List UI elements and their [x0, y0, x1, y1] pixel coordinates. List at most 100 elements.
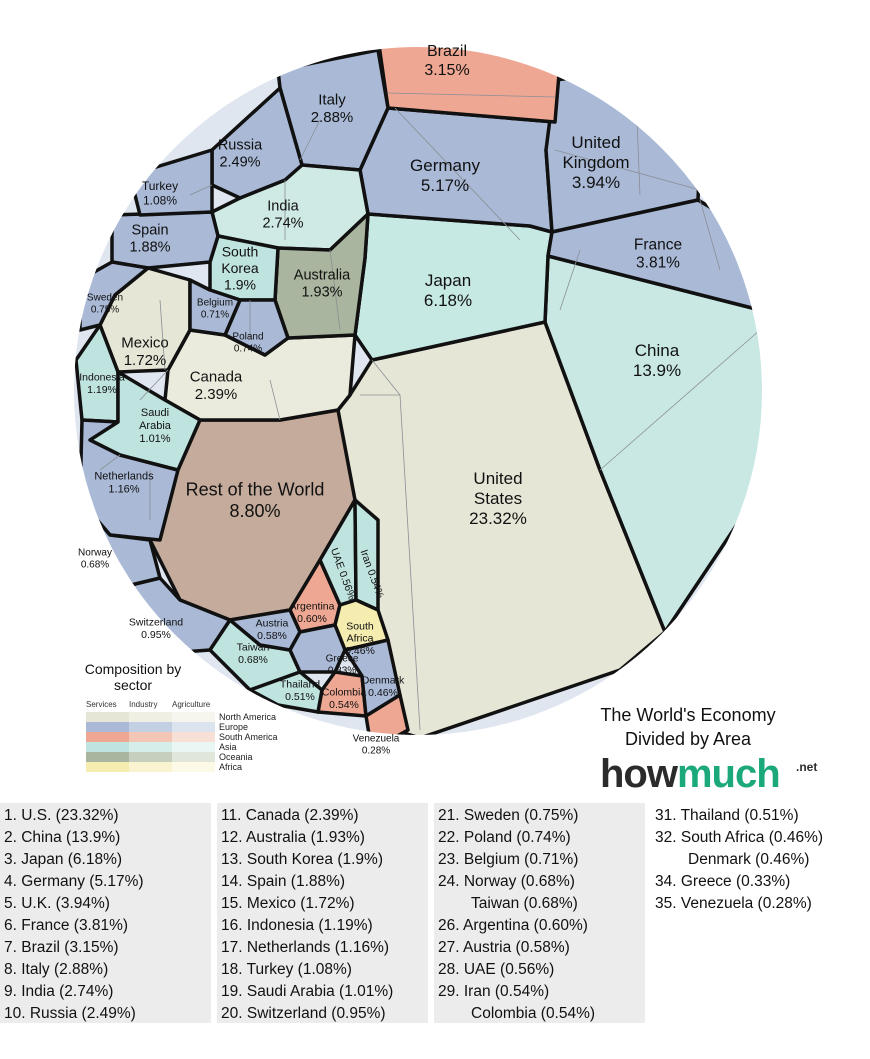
- legend-region-label: Africa: [219, 762, 243, 772]
- legend-swatch: [172, 742, 215, 752]
- ranking-item: 21. Sweden (0.75%): [438, 807, 579, 824]
- howmuch-logo: howmuch: [600, 752, 781, 797]
- label-colombia: Colombia 0.54%: [322, 687, 367, 711]
- legend-row-europe: Europe: [86, 722, 278, 732]
- sector-divider: [189, 184, 213, 196]
- legend-region-label: Asia: [219, 742, 237, 752]
- ranking-item: 20. Switzerland (0.95%): [221, 1005, 386, 1022]
- legend-swatch: [172, 752, 215, 762]
- ranking-item: 22. Poland (0.74%): [438, 829, 571, 846]
- label-united-kingdom: United Kingdom 3.94%: [562, 133, 629, 192]
- cell-denmark: [343, 638, 402, 718]
- sector-divider: [394, 107, 521, 241]
- ranking-item: Colombia (0.54%): [471, 1005, 596, 1022]
- legend-region-label: Oceania: [219, 752, 253, 762]
- ranking-item: 11. Canada (2.39%): [221, 807, 359, 824]
- label-netherlands: Netherlands 1.16%: [94, 470, 154, 495]
- cell-turkey: [128, 148, 214, 217]
- ranking-item: Denmark (0.46%): [688, 851, 810, 868]
- economy-voronoi-map: United States 23.32% China 13.9% Rest of the …: [72, 43, 764, 757]
- cell-sweden: [78, 260, 150, 332]
- label-italy: Italy 2.88%: [311, 91, 354, 126]
- legend-swatch: [172, 712, 215, 722]
- label-russia: Russia 2.49%: [218, 138, 263, 171]
- legend-region-label: North America: [219, 712, 277, 722]
- label-brazil: Brazil 3.15%: [424, 43, 469, 79]
- legend-swatch: [86, 732, 129, 742]
- legend-column-headers: Services Industry Agriculture: [86, 700, 215, 709]
- sector-divider: [387, 92, 556, 98]
- ranking-item: 8. Italy (2.88%): [4, 961, 109, 978]
- ranking-column-3: 21. Sweden (0.75%) 22. Poland (0.74%) 23. …: [434, 803, 645, 1023]
- ranking-item: 12. Australia (1.93%): [221, 829, 365, 846]
- label-norway: Norway 0.68%: [78, 548, 112, 571]
- legend-swatch: [129, 762, 172, 772]
- sector-divider: [159, 299, 166, 371]
- label-south-africa: South Africa 0.46%: [345, 620, 375, 657]
- ranking-item: 19. Saudi Arabia (1.01%): [221, 983, 394, 1000]
- legend-row-north-america: North America: [86, 712, 278, 722]
- sector-divider: [269, 379, 281, 421]
- sector-divider: [699, 199, 721, 271]
- ranking-item: 3. Japan (6.18%): [4, 851, 123, 868]
- legend-swatch: [129, 752, 172, 762]
- ranking-item: 26. Argentina (0.60%): [438, 917, 588, 934]
- ranking-table: 1. U.S. (23.32%) 2. China (13.9%) 3. Japan…: [0, 803, 862, 1023]
- cell-greece: [288, 623, 347, 674]
- label-rest-of-the-world: Rest of the World 8.80%: [186, 480, 325, 521]
- legend-swatch: [129, 732, 172, 742]
- ranking-item: 2. China (13.9%): [4, 829, 121, 846]
- label-greece: Greece 0.33%: [326, 654, 359, 677]
- legend-swatch: [86, 722, 129, 732]
- ranking-item: 15. Mexico (1.72%): [221, 895, 355, 912]
- legend-col-industry: Industry: [129, 700, 158, 709]
- ranking-item: 6. France (3.81%): [4, 917, 129, 934]
- label-indonesia: Indonesia 1.19%: [79, 372, 125, 396]
- legend-row-asia: Asia: [86, 742, 278, 752]
- cell-belgium: [188, 278, 242, 337]
- label-canada: Canada 2.39%: [190, 368, 243, 403]
- legend-swatch: [172, 732, 215, 742]
- label-denmark: Denmark 0.46%: [362, 675, 405, 699]
- sector-divider: [559, 249, 581, 311]
- label-india: India 2.74%: [262, 199, 303, 232]
- label-switzerland: Switzerland 0.95%: [129, 617, 183, 641]
- ranking-item: 9. India (2.74%): [4, 983, 114, 1000]
- ranking-item: 17. Netherlands (1.16%): [221, 939, 390, 956]
- cell-saudi-arabia: [88, 370, 202, 472]
- legend-swatch: [86, 742, 129, 752]
- legend-swatch: [86, 752, 129, 762]
- ranking-column-2: 11. Canada (2.39%) 12. Australia (1.93%) 1…: [217, 803, 428, 1023]
- ranking-item: 1. U.S. (23.32%): [4, 807, 119, 824]
- ranking-item: 14. Spain (1.88%): [221, 873, 346, 890]
- logo-much: much: [676, 752, 781, 796]
- legend-swatch: [129, 742, 172, 752]
- label-mexico: Mexico 1.72%: [121, 334, 169, 369]
- logo-suffix: .net: [796, 760, 818, 774]
- sector-divider: [554, 149, 701, 191]
- sector-divider: [329, 249, 341, 331]
- legend-swatch: [129, 712, 172, 722]
- label-australia: Australia 1.93%: [294, 268, 351, 301]
- label-venezuela: Venezuela 0.28%: [353, 734, 400, 757]
- legend-swatch: [129, 722, 172, 732]
- ranking-item: 35. Venezuela (0.28%): [655, 895, 812, 912]
- label-thailand: Thailand 0.51%: [280, 679, 320, 703]
- sector-divider: [299, 119, 321, 161]
- legend-region-label: South America: [219, 732, 278, 742]
- ranking-item: 4. Germany (5.17%): [4, 873, 144, 890]
- label-spain: Spain 1.88%: [129, 223, 170, 256]
- label-united-states: United States 23.32%: [469, 469, 527, 528]
- legend-row-africa: Africa: [86, 762, 278, 772]
- label-south-korea: South Korea 1.9%: [221, 243, 259, 292]
- label-belgium: Belgium 0.71%: [197, 298, 233, 321]
- legend-color-grid: North America Europe South America Asia Ocea…: [86, 712, 278, 772]
- label-japan: Japan 6.18%: [424, 271, 472, 310]
- label-austria: Austria 0.58%: [256, 618, 289, 642]
- ranking-column-1: 1. U.S. (23.32%) 2. China (13.9%) 3. Japan…: [0, 803, 211, 1023]
- label-poland: Poland 0.74%: [232, 332, 263, 355]
- ranking-item: 18. Turkey (1.08%): [221, 961, 352, 978]
- ranking-item: 27. Austria (0.58%): [438, 939, 570, 956]
- legend-swatch: [172, 762, 215, 772]
- ranking-item: 28. UAE (0.56%): [438, 961, 555, 978]
